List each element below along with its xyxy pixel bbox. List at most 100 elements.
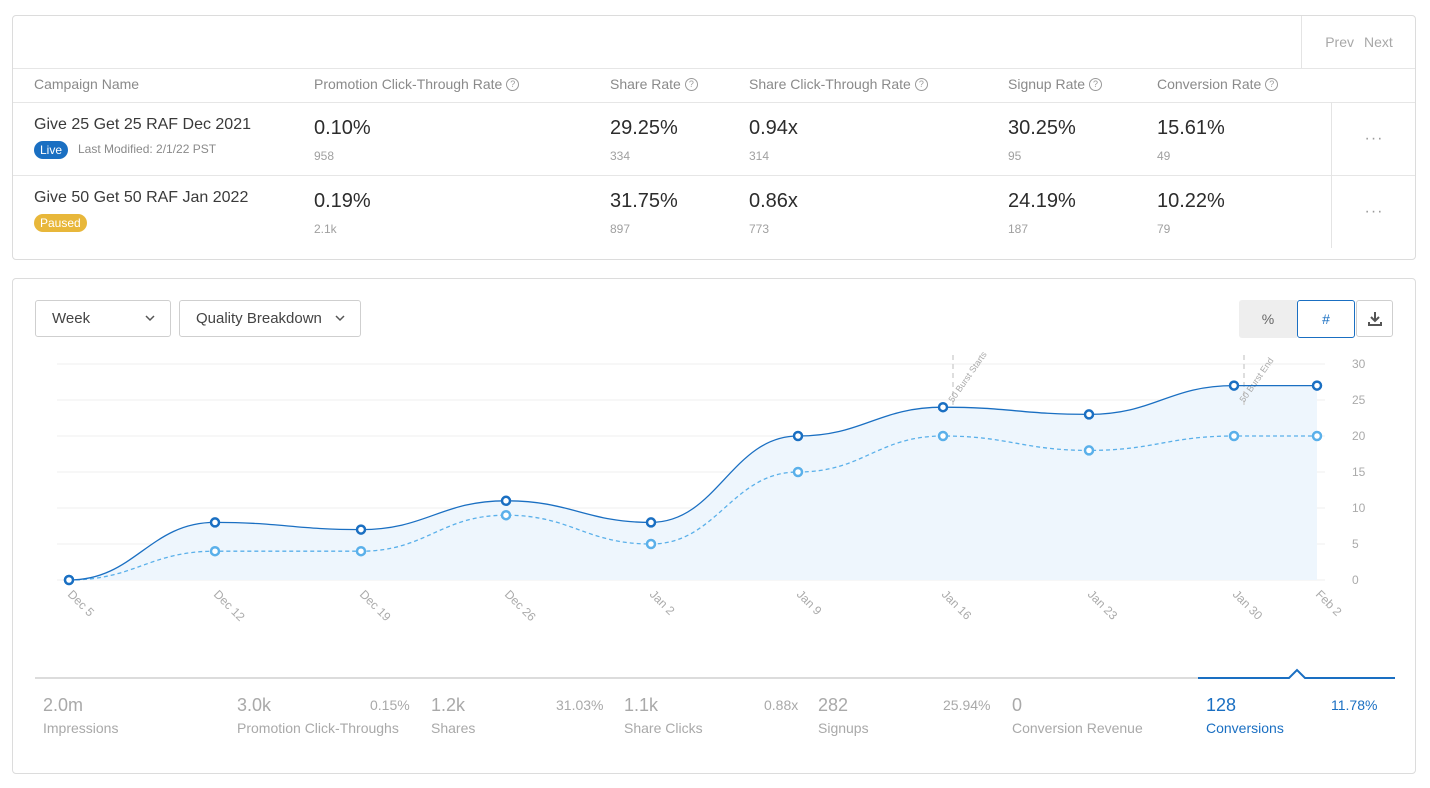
- series-line-primary: [68, 384, 1317, 581]
- header-conversion-rate: Conversion Rate?: [1157, 76, 1279, 92]
- stat-conversions[interactable]: 128 Conversions 11.78%: [1206, 695, 1396, 736]
- conversion-rate-value: 10.22%: [1157, 190, 1225, 212]
- stat-value: 3.0k: [237, 695, 272, 715]
- x-tick-label: Jan 16: [939, 587, 975, 623]
- prev-button[interactable]: Prev: [1325, 34, 1354, 50]
- download-icon: [1367, 311, 1382, 326]
- data-point-secondary: [209, 545, 221, 557]
- stat-value: 282: [818, 695, 849, 715]
- chevron-down-icon: [145, 315, 155, 322]
- x-tick-label: Dec 12: [211, 587, 248, 624]
- more-options-button[interactable]: ···: [1331, 102, 1416, 175]
- share-rate-value: 31.75%: [610, 190, 678, 212]
- share-ctr-count: 773: [749, 222, 770, 236]
- stat-signups[interactable]: 282 Signups 25.94%: [818, 695, 1008, 736]
- help-icon[interactable]: ?: [914, 77, 928, 91]
- x-tick-label: Jan 30: [1230, 587, 1266, 623]
- help-icon[interactable]: ?: [506, 77, 520, 91]
- stat-conversion-revenue[interactable]: 0 Conversion Revenue: [1012, 695, 1202, 736]
- stat-value: 0: [1012, 695, 1023, 715]
- stat-value: 128: [1206, 695, 1237, 715]
- x-tick-label: Jan 23: [1085, 587, 1121, 623]
- campaign-name[interactable]: Give 50 Get 50 RAF Jan 2022: [34, 189, 249, 206]
- area-fill: [69, 385, 1317, 580]
- promotion-ctr-value: 0.10%: [314, 117, 371, 139]
- count-toggle-button[interactable]: #: [1297, 300, 1355, 338]
- conversion-rate-value: 15.61%: [1157, 117, 1225, 139]
- conversion-rate-count: 79: [1157, 222, 1171, 236]
- y-tick-label: 25: [1352, 393, 1366, 407]
- divider: [13, 175, 1415, 176]
- stat-label: Conversions: [1206, 720, 1284, 736]
- data-point-primary: [63, 574, 75, 586]
- data-point-secondary: [500, 509, 512, 521]
- x-tick-label: Feb 2: [1313, 587, 1345, 619]
- signup-rate-count: 187: [1008, 222, 1029, 236]
- help-icon[interactable]: ?: [684, 77, 698, 91]
- share-rate-value: 29.25%: [610, 117, 678, 139]
- y-tick-label: 10: [1352, 501, 1366, 515]
- help-icon[interactable]: ?: [1089, 77, 1103, 91]
- period-dropdown[interactable]: Week: [35, 300, 171, 337]
- promotion-ctr-count: 2.1k: [314, 222, 337, 236]
- stat-label: Promotion Click-Throughs: [237, 720, 399, 736]
- signup-rate-value: 30.25%: [1008, 117, 1076, 139]
- breakdown-dropdown-value: Quality Breakdown: [196, 310, 322, 327]
- x-tick-label: Dec 19: [357, 587, 394, 624]
- y-tick-label: 0: [1352, 573, 1359, 587]
- signup-rate-count: 95: [1008, 149, 1022, 163]
- stat-label: Share Clicks: [624, 720, 703, 736]
- stat-percent: 11.78%: [1331, 697, 1378, 713]
- header-campaign-name: Campaign Name: [34, 76, 140, 92]
- y-tick-label: 15: [1352, 465, 1366, 479]
- data-point-secondary: [645, 538, 657, 550]
- stat-label: Conversion Revenue: [1012, 720, 1143, 736]
- data-point-primary: [209, 517, 221, 528]
- breakdown-dropdown[interactable]: Quality Breakdown: [179, 300, 361, 337]
- percent-toggle-button[interactable]: %: [1239, 300, 1297, 338]
- table-row[interactable]: Give 50 Get 50 RAF Jan 2022 Paused 0.19%…: [13, 175, 1415, 248]
- stat-label: Impressions: [43, 720, 119, 736]
- table-row[interactable]: Give 25 Get 25 RAF Dec 2021 Live Last Mo…: [13, 102, 1415, 175]
- data-point-primary: [1083, 409, 1095, 420]
- conversion-rate-count: 49: [1157, 149, 1171, 163]
- header-promotion-ctr: Promotion Click-Through Rate?: [314, 76, 520, 92]
- y-tick-label: 20: [1352, 429, 1366, 443]
- stat-share-clicks[interactable]: 1.1k Share Clicks 0.88x: [624, 695, 814, 736]
- promotion-ctr-count: 958: [314, 149, 335, 163]
- download-button[interactable]: [1356, 300, 1393, 337]
- promotion-ctr-value: 0.19%: [314, 190, 371, 212]
- stat-percent: 25.94%: [943, 697, 991, 713]
- help-icon[interactable]: ?: [1265, 77, 1279, 91]
- period-dropdown-value: Week: [52, 310, 91, 327]
- series-line-secondary: [68, 435, 1317, 581]
- divider: [13, 68, 1415, 69]
- data-point-primary: [1228, 380, 1240, 391]
- stat-label: Signups: [818, 720, 869, 736]
- data-point-primary: [645, 517, 657, 528]
- data-point-secondary: [792, 466, 804, 478]
- x-tick-label: Jan 2: [647, 587, 678, 618]
- value-mode-toggle: % #: [1239, 300, 1355, 338]
- share-ctr-count: 314: [749, 149, 770, 163]
- stat-shares[interactable]: 1.2k Shares 31.03%: [431, 695, 621, 736]
- campaign-table-card: Prev Next Campaign Name Promotion Click-…: [12, 15, 1416, 260]
- y-tick-label: 5: [1352, 537, 1359, 551]
- pagination: Prev Next: [1301, 16, 1416, 68]
- campaign-name[interactable]: Give 25 Get 25 RAF Dec 2021: [34, 116, 251, 133]
- status-badge: Live: [34, 141, 69, 159]
- share-ctr-value: 0.86x: [749, 190, 798, 212]
- stat-percent: 0.15%: [370, 697, 410, 713]
- data-point-primary: [500, 495, 512, 507]
- stat-promotion-click-throughs[interactable]: 3.0k Promotion Click-Throughs 0.15%: [237, 695, 427, 736]
- chevron-down-icon: [335, 315, 345, 322]
- more-options-button[interactable]: ···: [1331, 175, 1416, 248]
- data-point-primary: [937, 401, 949, 413]
- stat-percent: 31.03%: [556, 697, 604, 713]
- header-signup-rate: Signup Rate?: [1008, 76, 1103, 92]
- next-button[interactable]: Next: [1364, 34, 1393, 50]
- stat-label: Shares: [431, 720, 476, 736]
- data-point-secondary: [1083, 445, 1095, 456]
- stat-impressions[interactable]: 2.0m Impressions: [43, 695, 233, 736]
